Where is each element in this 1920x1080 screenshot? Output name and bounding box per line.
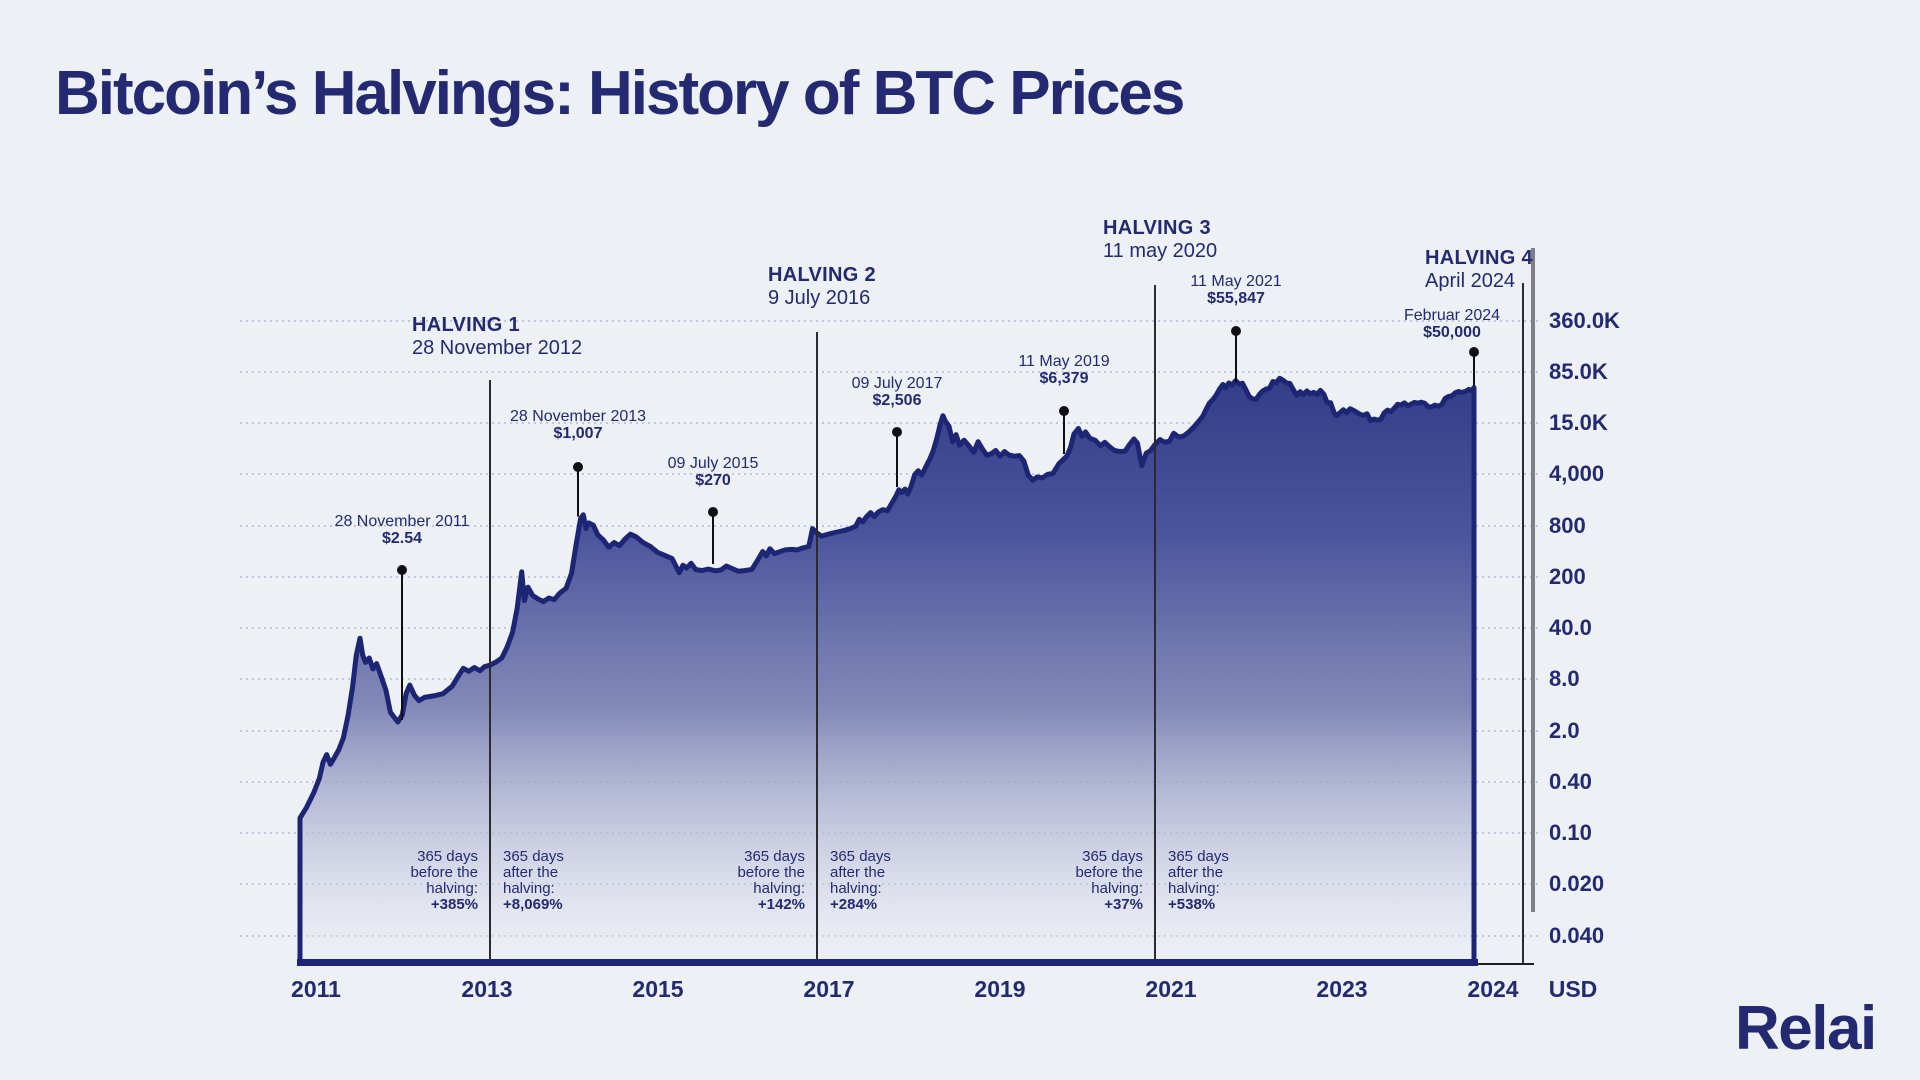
y-tick-label: 360.0K	[1549, 308, 1620, 333]
y-tick-label: 40.0	[1549, 615, 1592, 640]
y-tick-label: 8.0	[1549, 666, 1580, 691]
stat-line: 365 days	[417, 848, 478, 865]
stat-line: 365 days	[1168, 848, 1229, 865]
halving-name: HALVING 1	[412, 314, 520, 336]
y-tick-label: 800	[1549, 513, 1586, 538]
stat-line: halving:	[1091, 880, 1143, 897]
stat-value: +37%	[1104, 896, 1143, 913]
annotation-dot-2	[573, 462, 583, 472]
halving-stat-1: 365 days before the halving: +385%	[358, 849, 478, 913]
x-tick-label: 2015	[632, 976, 684, 1002]
y-tick-label: 0.10	[1549, 820, 1592, 845]
annotation-dot-5	[1059, 406, 1069, 416]
annotation-label-5: 11 May 2019 $6,379	[944, 353, 1184, 387]
stat-value: +8,069%	[503, 896, 563, 913]
stat-line: halving:	[426, 880, 478, 897]
y-tick-label: 0.040	[1549, 923, 1605, 948]
x-tick-label: 2019	[974, 976, 1026, 1002]
annotation-dot-7	[1469, 347, 1479, 357]
annotation-dot-6	[1231, 326, 1241, 336]
annotation-label-6: 11 May 2021 $55,847	[1116, 273, 1356, 307]
x-tick-label: 2021	[1145, 976, 1197, 1002]
stat-line: before the	[1075, 864, 1143, 881]
annotation-date: 09 July 2017	[851, 375, 943, 392]
stat-line: halving:	[503, 880, 555, 897]
annotation-label-2: 28 November 2013 $1,007	[458, 408, 698, 442]
stat-value: +284%	[830, 896, 878, 913]
stat-line: 365 days	[1082, 848, 1143, 865]
halving-date: 28 November 2012	[412, 337, 583, 359]
stat-value: +142%	[757, 896, 805, 913]
annotation-price: $2.54	[381, 530, 423, 547]
annotation-price: $270	[695, 472, 731, 489]
y-tick-label: 15.0K	[1549, 410, 1608, 435]
stat-line: halving:	[830, 880, 882, 897]
y-tick-label: 0.40	[1549, 769, 1592, 794]
y-tick-label: 0.020	[1549, 871, 1605, 896]
stat-value: +385%	[430, 896, 478, 913]
halving-label-3: HALVING 3 11 may 2020	[1103, 217, 1217, 263]
stat-line: after the	[830, 864, 886, 881]
x-tick-label: 2013	[461, 976, 513, 1002]
halving-name: HALVING 3	[1103, 217, 1211, 239]
halving-name: HALVING 2	[768, 264, 876, 286]
halving-stat-5: 365 days before the halving: +37%	[1023, 849, 1143, 913]
annotation-price: $50,000	[1423, 324, 1481, 341]
halving-stat-3: 365 days before the halving: +142%	[685, 849, 805, 913]
annotation-date: 11 May 2019	[1018, 353, 1110, 370]
x-tick-label: 2023	[1316, 976, 1368, 1002]
price-line	[297, 375, 1477, 965]
annotation-dot-4	[892, 427, 902, 437]
x-tick-label: 2011	[291, 976, 341, 1002]
y-tick-label: 2.0	[1549, 718, 1580, 743]
annotation-date: 09 July 2015	[667, 455, 759, 472]
halving-label-1: HALVING 1 28 November 2012	[412, 314, 582, 360]
annotation-price: $55,847	[1207, 290, 1265, 307]
annotation-date: 28 November 2013	[509, 408, 647, 425]
annotation-date: 11 May 2021	[1190, 273, 1282, 290]
halving-name: HALVING 4	[1425, 247, 1533, 269]
price-area	[300, 378, 1474, 962]
page-title: Bitcoin’s Halvings: History of BTC Price…	[55, 59, 1185, 128]
y-tick-label: 4,000	[1549, 461, 1605, 486]
y-tick-label: 200	[1549, 564, 1586, 589]
annotation-price: $6,379	[1039, 370, 1089, 387]
halving-date: April 2024	[1425, 270, 1516, 292]
stat-line: 365 days	[830, 848, 891, 865]
stat-line: after the	[503, 864, 559, 881]
annotation-dot-1	[397, 565, 407, 575]
stat-line: after the	[1168, 864, 1224, 881]
stat-line: halving:	[753, 880, 805, 897]
annotation-label-7: Februar 2024 $50,000	[1332, 307, 1572, 341]
annotation-price: $2,506	[872, 392, 922, 409]
stat-line: 365 days	[744, 848, 805, 865]
stat-line: before the	[737, 864, 805, 881]
halving-stat-6: 365 days after the halving: +538%	[1168, 849, 1288, 913]
stat-line: 365 days	[503, 848, 564, 865]
annotation-price: $1,007	[553, 425, 603, 442]
halving-stat-2: 365 days after the halving: +8,069%	[503, 849, 623, 913]
halving-label-4: HALVING 4 April 2024	[1425, 247, 1533, 293]
annotation-label-4: 09 July 2017 $2,506	[777, 375, 1017, 409]
y-tick-label: 85.0K	[1549, 359, 1608, 384]
annotation-dot-3	[708, 507, 718, 517]
stat-value: +538%	[1168, 896, 1216, 913]
annotation-date: 28 November 2011	[334, 513, 470, 530]
stat-line: before the	[410, 864, 478, 881]
annotation-date: Februar 2024	[1403, 307, 1501, 324]
halving-stat-4: 365 days after the halving: +284%	[830, 849, 950, 913]
x-tick-label: 2024	[1467, 976, 1519, 1002]
halving-date: 11 may 2020	[1103, 240, 1218, 262]
brand-logo: Relai	[1735, 994, 1877, 1063]
annotation-label-3: 09 July 2015 $270	[593, 455, 833, 489]
y-axis-unit-label: USD	[1548, 976, 1598, 1002]
x-tick-label: 2017	[803, 976, 855, 1002]
annotation-label-1: 28 November 2011 $2.54	[282, 513, 522, 547]
stat-line: halving:	[1168, 880, 1220, 897]
halving-date: 9 July 2016	[768, 287, 871, 309]
